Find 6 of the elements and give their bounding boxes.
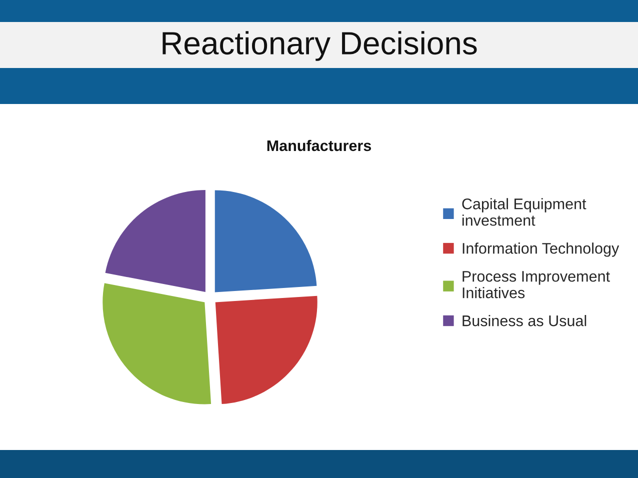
legend-label: Information Technology — [462, 242, 620, 257]
chart-subtitle: Manufacturers — [267, 140, 372, 152]
legend-label: Business as Usual — [462, 315, 586, 326]
chart-title: Reactionary Decisions — [162, 31, 477, 61]
legend-label: Capital Equipment investment — [462, 198, 586, 226]
legend-label: Process Improvement Initiatives — [462, 271, 610, 298]
